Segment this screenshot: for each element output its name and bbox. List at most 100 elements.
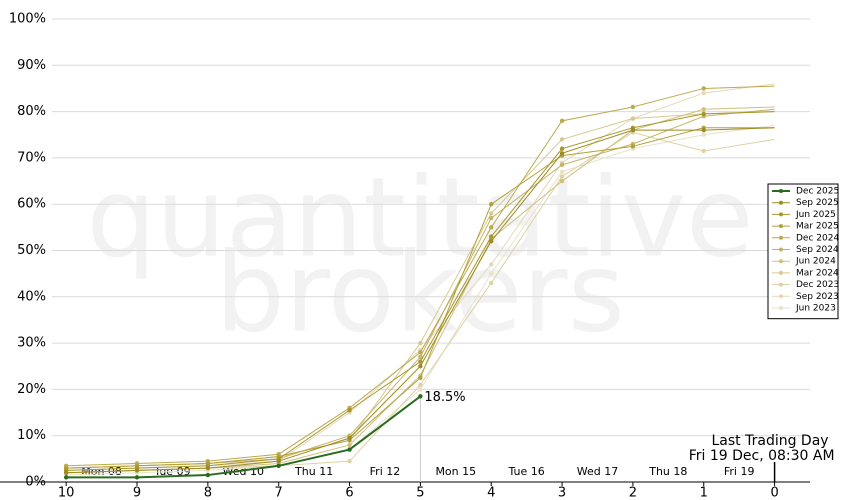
y-tick-label: 20%	[17, 382, 46, 397]
point	[489, 239, 494, 244]
y-tick-label: 70%	[17, 150, 46, 165]
day-label: Wed 17	[577, 465, 618, 478]
x-tick-label: 3	[558, 486, 566, 500]
point	[701, 132, 706, 137]
x-tick-label: 7	[275, 486, 283, 500]
y-tick-label: 60%	[17, 197, 46, 212]
point	[205, 472, 211, 478]
legend-marker	[779, 282, 783, 287]
legend-label: Jun 2023	[795, 304, 836, 314]
x-tick-label: 1	[700, 486, 708, 500]
point	[559, 137, 565, 142]
point	[347, 458, 352, 464]
point	[418, 354, 423, 360]
point	[489, 215, 494, 221]
y-tick-label: 100%	[9, 12, 46, 27]
x-tick-label: 2	[629, 486, 637, 500]
legend-marker	[779, 189, 783, 193]
point	[276, 458, 281, 464]
legend-marker	[779, 200, 783, 205]
x-tick-label: 0	[770, 486, 778, 500]
legend-marker	[779, 270, 783, 275]
last-trading-label: Last Trading Day	[712, 433, 829, 449]
y-tick-label: 30%	[17, 336, 46, 351]
value-label: 18.5%	[424, 390, 465, 405]
x-tick-label: 5	[416, 486, 424, 500]
point	[489, 202, 494, 207]
series-line	[66, 395, 421, 479]
y-tick-label: 10%	[17, 428, 46, 443]
day-label: Thu 18	[648, 465, 687, 478]
point	[63, 475, 69, 480]
point	[559, 146, 565, 151]
legend-marker	[779, 259, 783, 264]
y-tick-label: 40%	[17, 289, 46, 304]
point	[559, 162, 565, 168]
point	[559, 174, 565, 179]
legend-label: Dec 2024	[796, 233, 839, 243]
point	[701, 148, 706, 154]
day-label: Mon 15	[435, 465, 476, 478]
point	[418, 387, 423, 392]
point	[630, 116, 636, 121]
point	[347, 435, 352, 441]
point	[701, 90, 706, 96]
point	[418, 359, 423, 364]
point	[701, 111, 706, 117]
y-tick-label: 80%	[17, 104, 46, 119]
point	[489, 271, 494, 276]
point	[559, 151, 565, 156]
legend-marker	[779, 294, 783, 299]
legend-label: Dec 2025	[796, 187, 839, 197]
day-label: Fri 19	[724, 465, 755, 478]
point	[134, 475, 140, 480]
point	[559, 118, 565, 124]
day-label: Fri 12	[370, 465, 401, 478]
point	[347, 447, 352, 452]
legend-marker	[779, 235, 783, 240]
x-tick-label: 6	[345, 486, 353, 500]
x-tick-label: 4	[487, 486, 495, 500]
point	[347, 442, 352, 448]
legend-label: Dec 2023	[796, 280, 839, 290]
x-tick-label: 8	[204, 486, 212, 500]
point	[205, 465, 211, 471]
watermark: quantitative	[86, 153, 753, 281]
last-trading-date: Fri 19 Dec, 08:30 AM	[689, 448, 835, 464]
point	[418, 364, 423, 369]
legend-marker	[779, 224, 783, 229]
day-label: Thu 11	[294, 465, 333, 478]
legend-label: Mar 2024	[796, 268, 839, 278]
legend-marker	[779, 212, 783, 217]
point	[630, 127, 636, 133]
point	[347, 408, 352, 413]
point	[276, 463, 281, 468]
point	[489, 225, 494, 230]
point	[489, 211, 494, 216]
point	[418, 382, 423, 387]
point	[489, 234, 494, 239]
point	[134, 468, 140, 473]
point	[418, 350, 423, 355]
point	[418, 375, 423, 381]
legend-marker	[779, 247, 783, 252]
point	[630, 104, 636, 110]
point	[489, 262, 494, 267]
legend-label: Sep 2023	[796, 292, 839, 302]
point	[559, 169, 565, 174]
point	[559, 178, 565, 184]
y-tick-label: 90%	[17, 58, 46, 73]
x-tick-label: 9	[133, 486, 141, 500]
point	[418, 340, 423, 346]
day-label: Tue 16	[507, 465, 544, 478]
point	[489, 280, 494, 286]
legend-label: Sep 2025	[796, 198, 839, 208]
point	[630, 144, 636, 149]
point	[418, 394, 423, 399]
legend-label: Jun 2024	[795, 257, 836, 267]
y-tick-label: 50%	[17, 243, 46, 258]
legend-label: Sep 2024	[796, 245, 839, 255]
legend-label: Jun 2025	[795, 210, 836, 220]
